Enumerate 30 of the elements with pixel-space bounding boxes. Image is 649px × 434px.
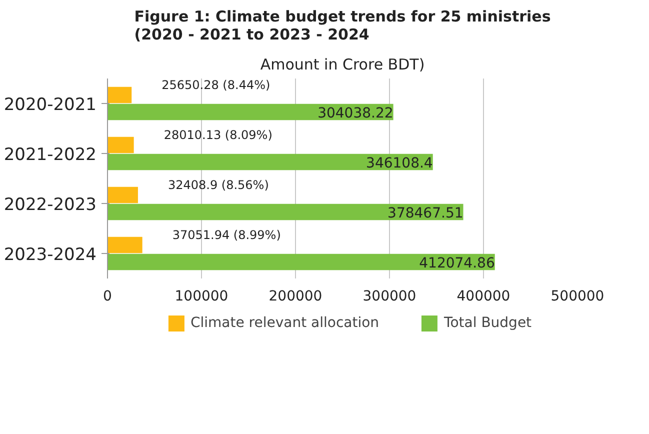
x-tick-label: 300000 [362,288,416,304]
data-label: 378467.51 [388,206,464,222]
bar [108,236,142,254]
x-tick-label: 100000 [174,288,228,304]
data-label: 32408.9 (8.56%) [168,178,269,192]
x-tick-label: 500000 [550,288,604,304]
bar [108,204,464,220]
data-label: 412074.86 [419,256,495,272]
legend-label: Total Budget [444,315,532,331]
chart-subtitle: Amount in Crore BDT) [260,56,425,74]
legend-label: Climate relevant allocation [190,315,380,331]
y-tick-label: 2023-2024 [4,245,97,265]
x-tick-label: 400000 [456,288,510,304]
bar [108,104,394,120]
y-tick-label: 2020-2021 [4,95,97,115]
bar [108,186,138,204]
data-label: 304038.22 [318,106,394,122]
chart-title: Figure 1: Climate budget trends for 25 ministries (2020 - 2021 to 2023 - 2024 [134,8,551,44]
y-tick-label: 2021-2022 [4,145,97,165]
data-label: 37051.94 (8.99%) [172,228,281,242]
bar [108,136,134,154]
data-label: 28010.13 (8.09%) [164,128,272,142]
data-label: 25650.28 (8.44%) [162,78,270,92]
bar [108,86,132,104]
bar [108,254,495,270]
x-tick-label: 200000 [268,288,322,304]
y-tick-label: 2022-2023 [4,195,97,215]
data-label: 346108.4 [366,156,433,172]
bar [108,154,433,170]
x-tick-label: 0 [103,288,112,304]
